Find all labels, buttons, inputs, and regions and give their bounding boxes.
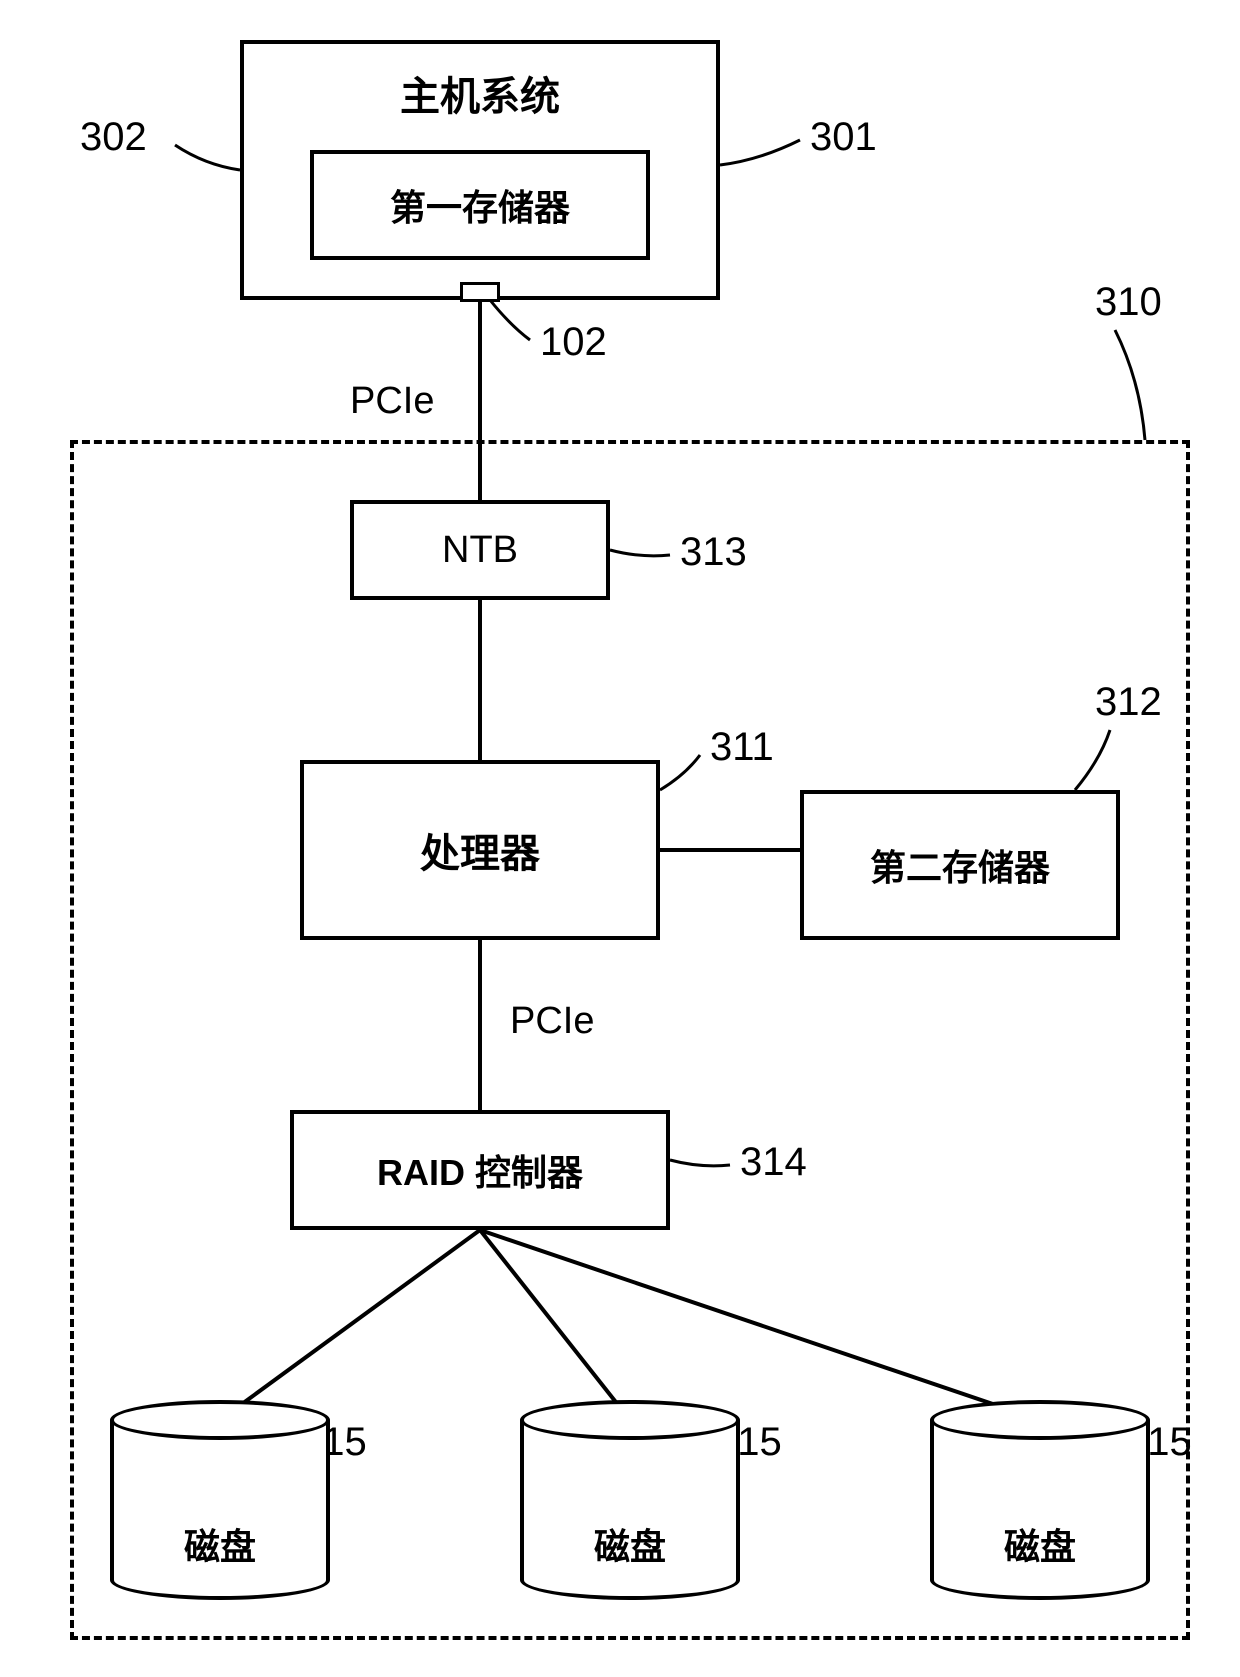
line-ntb-processor — [478, 600, 482, 760]
pcie-label-mid: PCIe — [510, 1000, 594, 1043]
disk-3-label: 磁盘 — [930, 1518, 1150, 1570]
leader-301 — [720, 140, 800, 165]
processor-label: 处理器 — [420, 821, 540, 879]
host-port — [460, 282, 500, 302]
disk-3: 磁盘 — [930, 1400, 1150, 1600]
raid-controller-label: RAID 控制器 — [377, 1144, 583, 1196]
leader-102 — [490, 300, 530, 340]
ntb-label: NTB — [442, 529, 518, 572]
ref-312: 312 — [1095, 680, 1162, 725]
line-host-ntb — [478, 302, 482, 500]
second-memory-label: 第二存储器 — [870, 839, 1050, 891]
ref-302: 302 — [80, 115, 147, 160]
disk-2-label: 磁盘 — [520, 1518, 740, 1570]
leader-302 — [175, 145, 240, 170]
ref-102: 102 — [540, 320, 607, 365]
host-system-title: 主机系统 — [400, 64, 560, 122]
ref-311: 311 — [710, 725, 774, 770]
leader-310 — [1115, 330, 1145, 440]
raid-controller-box: RAID 控制器 — [290, 1110, 670, 1230]
line-processor-raid — [478, 940, 482, 1110]
disk-1: 磁盘 — [110, 1400, 330, 1600]
processor-box: 处理器 — [300, 760, 660, 940]
ntb-box: NTB — [350, 500, 610, 600]
ref-314: 314 — [740, 1140, 807, 1185]
disk-1-label: 磁盘 — [110, 1518, 330, 1570]
ref-301: 301 — [810, 115, 877, 160]
line-processor-memory2 — [660, 848, 800, 852]
first-memory-label: 第一存储器 — [390, 179, 570, 231]
disk-2: 磁盘 — [520, 1400, 740, 1600]
second-memory-box: 第二存储器 — [800, 790, 1120, 940]
pcie-label-top: PCIe — [350, 380, 434, 423]
ref-310: 310 — [1095, 280, 1162, 325]
ref-313: 313 — [680, 530, 747, 575]
first-memory-box: 第一存储器 — [310, 150, 650, 260]
